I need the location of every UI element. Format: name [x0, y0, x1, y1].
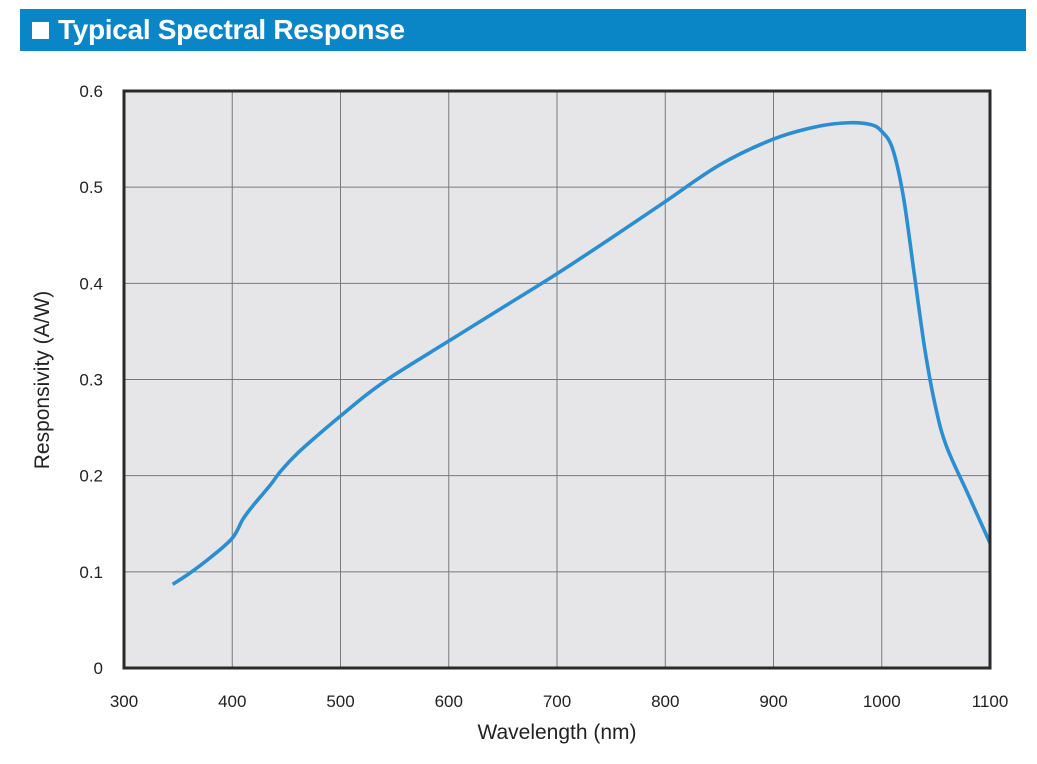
title-square-icon [32, 21, 49, 39]
y-tick-label: 0.5 [79, 178, 103, 197]
y-tick-label: 0.3 [79, 371, 103, 390]
x-axis-label: Wavelength (nm) [477, 721, 636, 744]
y-tick-label: 0.4 [79, 274, 103, 293]
x-tick-label: 400 [218, 692, 246, 711]
x-tick-label: 300 [110, 692, 138, 711]
series-line-responsivity [171, 120, 992, 586]
y-axis-label: Responsivity (A/W) [31, 291, 54, 470]
x-tick-label: 600 [435, 692, 463, 711]
series-group [171, 120, 992, 586]
y-axis: 0 0.1 0.2 0.3 0.4 0.5 0.6 [79, 82, 103, 678]
y-tick-label: 0.6 [79, 82, 103, 101]
x-tick-label: 500 [326, 692, 354, 711]
x-tick-label: 1100 [972, 692, 1009, 711]
y-tick-label: 0.1 [79, 563, 103, 582]
title-banner: Typical Spectral Response [20, 9, 1026, 51]
y-tick-label: 0 [94, 659, 103, 678]
page-title: Typical Spectral Response [58, 14, 405, 45]
plot-frame [122, 89, 992, 670]
x-tick-label: 800 [651, 692, 679, 711]
grid [124, 91, 990, 668]
x-tick-label: 700 [543, 692, 571, 711]
x-tick-label: 1000 [863, 692, 901, 711]
x-axis: 300 400 500 600 700 800 900 1000 1100 [110, 692, 1008, 711]
y-tick-label: 0.2 [79, 467, 103, 486]
x-tick-label: 900 [759, 692, 787, 711]
